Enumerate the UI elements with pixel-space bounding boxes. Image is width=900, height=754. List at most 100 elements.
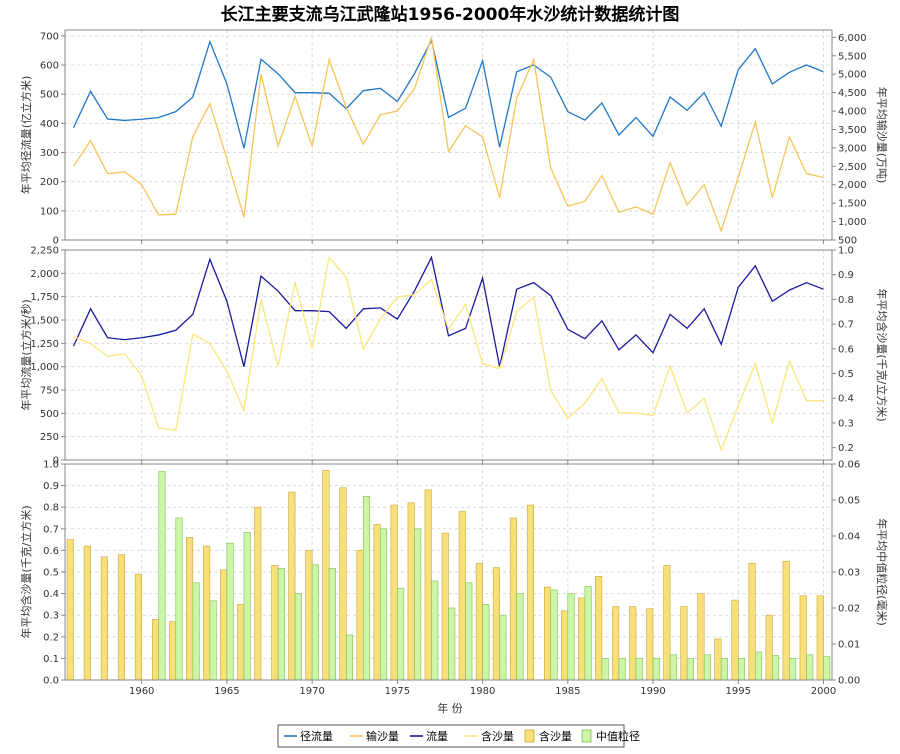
panels: 0 100 200 300 400 500 600 700 500 1,000 1,500 2,000… <box>19 29 889 698</box>
bar-中值粒径 <box>465 582 473 681</box>
left-axis-label: 年平均含沙量(千克/立方米) <box>19 505 33 638</box>
right-tick-label: 0.4 <box>838 394 854 405</box>
left-tick-label: 0.3 <box>43 611 59 622</box>
bar-含沙量 <box>203 545 211 681</box>
bar-含沙量 <box>83 545 91 681</box>
bar-含沙量 <box>305 550 313 681</box>
bar-中值粒径 <box>414 528 422 681</box>
bar-中值粒径 <box>703 654 711 681</box>
bar-含沙量 <box>254 506 262 681</box>
bar-中值粒径 <box>806 654 814 681</box>
bar-含沙量 <box>322 470 330 681</box>
x-tick-label: 1980 <box>470 686 495 697</box>
bar-含沙量 <box>492 567 500 681</box>
bar-含沙量 <box>646 608 654 681</box>
legend-bar-swatch <box>581 729 592 743</box>
series-line-流量 <box>72 255 824 367</box>
bar-中值粒径 <box>789 658 797 681</box>
left-tick-label: 1,500 <box>30 316 59 327</box>
bar-中值粒径 <box>686 658 694 681</box>
left-tick-label: 0.5 <box>43 568 59 579</box>
bar-含沙量 <box>748 563 756 681</box>
bar-中值粒径 <box>652 658 660 681</box>
bar-中值粒径 <box>431 580 439 681</box>
bar-含沙量 <box>424 489 432 681</box>
bar-中值粒径 <box>362 496 371 681</box>
panel-1: 0 100 200 300 400 500 600 700 500 1,000 1,500 2,000… <box>19 29 889 247</box>
bar-中值粒径 <box>175 517 183 681</box>
left-tick-label: 1,000 <box>30 362 59 373</box>
bar-含沙量 <box>526 504 535 681</box>
legend-label: 流量 <box>426 729 448 743</box>
right-tick-label: 0.3 <box>838 418 854 429</box>
left-tick-label: 400 <box>40 119 59 130</box>
bar-中值粒径 <box>823 656 831 681</box>
left-tick-label: 600 <box>40 61 59 72</box>
bar-含沙量 <box>816 595 824 681</box>
bar-含沙量 <box>543 586 552 681</box>
left-tick-label: 300 <box>40 148 59 159</box>
legend-entry: 含沙量 <box>524 729 572 743</box>
x-tick-label: 1970 <box>299 686 324 697</box>
bar-中值粒径 <box>311 564 319 681</box>
right-tick-label: 4,000 <box>838 107 867 118</box>
legend-label: 含沙量 <box>539 729 572 743</box>
right-tick-label: 2,000 <box>838 180 867 191</box>
left-tick-label: 2,250 <box>30 246 59 257</box>
left-tick-label: 0.7 <box>43 524 59 535</box>
right-tick-label: 0.01 <box>838 640 860 651</box>
bar-含沙量 <box>220 569 228 681</box>
right-tick-label: 0.06 <box>838 460 860 471</box>
legend-entry: 径流量 <box>284 729 333 743</box>
x-tick-label: 1960 <box>129 686 154 697</box>
left-tick-label: 1,750 <box>30 292 59 303</box>
right-tick-label: 0.7 <box>838 320 854 331</box>
bar-中值粒径 <box>158 470 166 681</box>
bar-中值粒径 <box>277 568 285 681</box>
x-tick-label: 2000 <box>811 686 836 697</box>
bar-含沙量 <box>339 487 347 681</box>
legend-entry: 输沙量 <box>350 729 399 743</box>
right-tick-label: 3,000 <box>838 143 867 154</box>
bar-中值粒径 <box>618 658 626 681</box>
right-tick-label: 0.00 <box>838 676 860 687</box>
bar-中值粒径 <box>635 658 643 681</box>
right-tick-label: 5,500 <box>838 51 867 62</box>
left-axis-label: 年平均径流量(亿立方米) <box>19 76 33 195</box>
left-tick-label: 0.6 <box>43 546 59 557</box>
plot-frame <box>64 249 833 461</box>
bar-含沙量 <box>407 502 415 681</box>
left-tick-label: 700 <box>40 31 59 42</box>
panel-3: 0.0 0.1 0.2 0.3 0.4 0.5 0.6 0.7 0.8 0.9 1.0 0.00 0.0… <box>19 460 889 698</box>
left-tick-label: 750 <box>40 386 59 397</box>
right-tick-label: 3,500 <box>838 125 867 136</box>
bar-中值粒径 <box>482 604 490 681</box>
series-line-含沙量 <box>73 255 824 453</box>
right-tick-label: 5,000 <box>838 70 867 81</box>
x-tick-label: 1975 <box>385 686 410 697</box>
bar-中值粒径 <box>226 542 234 681</box>
legend-bar-swatch <box>524 729 535 743</box>
bar-含沙量 <box>186 537 194 681</box>
bar-含沙量 <box>578 597 586 681</box>
bar-中值粒径 <box>448 607 456 681</box>
bar-中值粒径 <box>380 528 388 681</box>
left-tick-label: 100 <box>40 206 59 217</box>
bar-含沙量 <box>561 610 569 681</box>
left-tick-label: 0 <box>53 236 59 247</box>
bar-中值粒径 <box>294 593 302 681</box>
right-tick-label: 0.6 <box>838 344 854 355</box>
x-tick-label: 1965 <box>214 686 239 697</box>
right-tick-label: 4,500 <box>838 88 867 99</box>
plot-frame <box>64 29 833 241</box>
left-tick-label: 0.8 <box>43 503 59 514</box>
right-tick-label: 0.2 <box>838 443 854 454</box>
bar-中值粒径 <box>209 600 217 681</box>
bar-含沙量 <box>373 524 381 681</box>
bar-含沙量 <box>100 556 108 681</box>
left-tick-label: 0.4 <box>43 589 59 600</box>
right-tick-label: 0.5 <box>838 369 854 380</box>
x-tick-label: 1990 <box>640 686 665 697</box>
